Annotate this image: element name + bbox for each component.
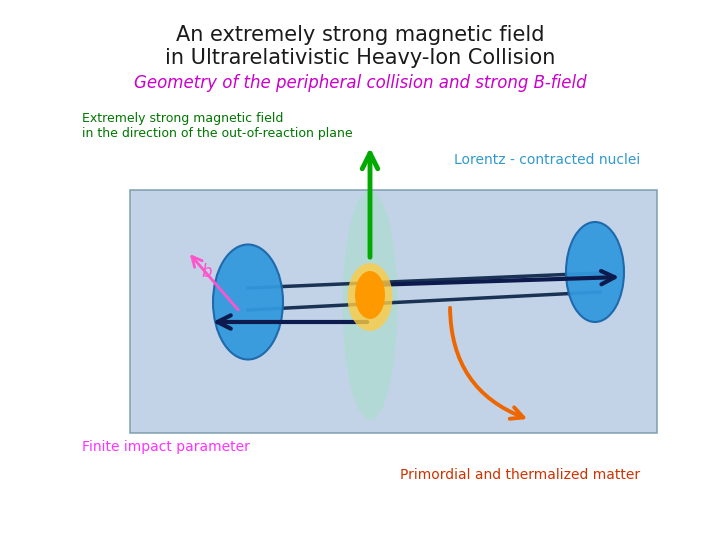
Text: Geometry of the peripheral collision and strong B-field: Geometry of the peripheral collision and… xyxy=(134,74,586,92)
Ellipse shape xyxy=(343,190,397,420)
Ellipse shape xyxy=(213,245,283,360)
Text: Finite impact parameter: Finite impact parameter xyxy=(82,440,250,454)
Text: in Ultrarelativistic Heavy-Ion Collision: in Ultrarelativistic Heavy-Ion Collision xyxy=(165,48,555,68)
FancyArrowPatch shape xyxy=(450,308,523,418)
Bar xyxy=(130,190,657,433)
Ellipse shape xyxy=(355,271,385,319)
Text: b: b xyxy=(202,263,212,281)
Text: Primordial and thermalized matter: Primordial and thermalized matter xyxy=(400,468,640,482)
Text: An extremely strong magnetic field: An extremely strong magnetic field xyxy=(176,25,544,45)
Ellipse shape xyxy=(566,222,624,322)
Ellipse shape xyxy=(348,263,392,331)
Text: Extremely strong magnetic field: Extremely strong magnetic field xyxy=(82,112,284,125)
Text: in the direction of the out-of-reaction plane: in the direction of the out-of-reaction … xyxy=(82,127,353,140)
Text: Lorentz - contracted nuclei: Lorentz - contracted nuclei xyxy=(454,153,640,167)
